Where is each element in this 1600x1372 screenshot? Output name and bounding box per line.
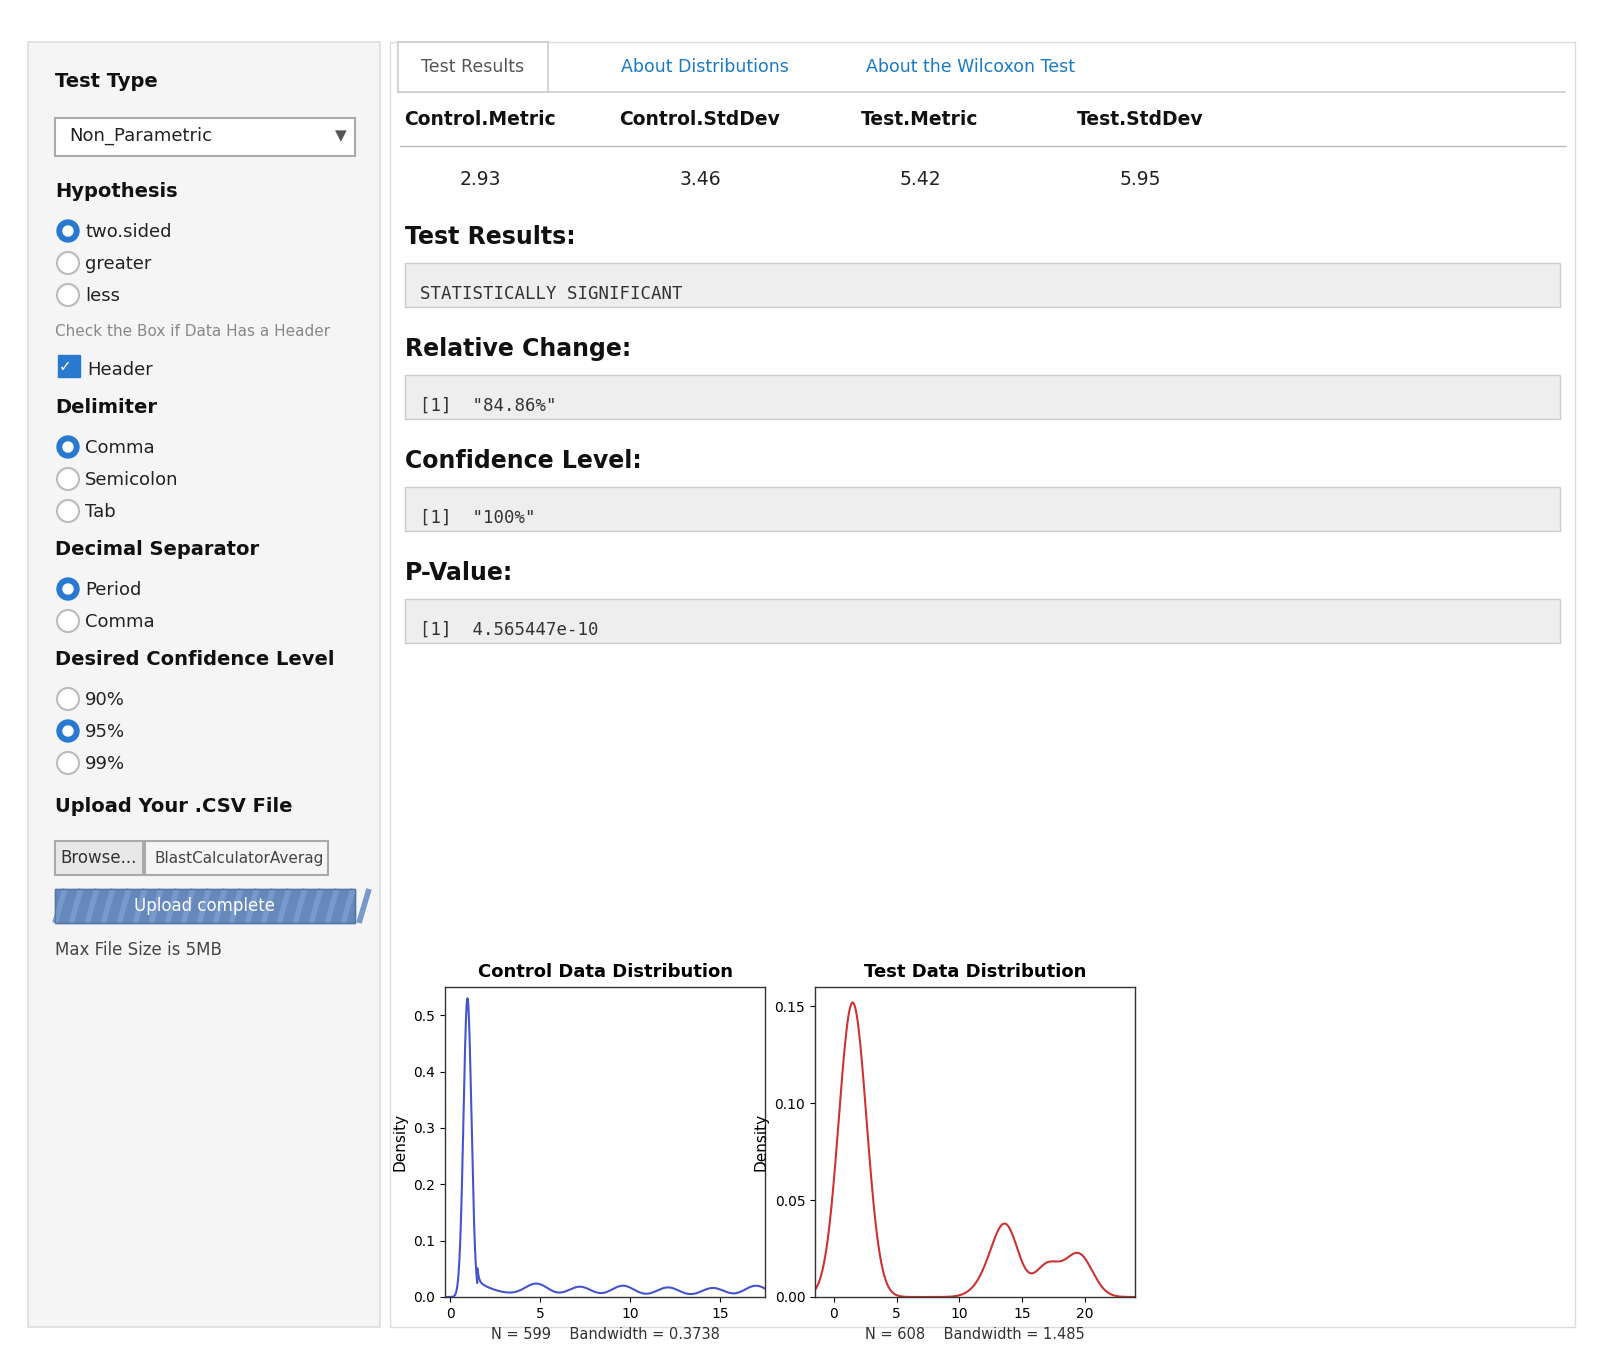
Text: [1]  "100%": [1] "100%" [419,509,536,527]
Text: Header: Header [86,361,152,379]
Text: greater: greater [85,255,152,273]
Text: Decimal Separator: Decimal Separator [54,541,259,558]
Bar [54,889,355,923]
Circle shape [58,252,78,274]
Y-axis label: Density: Density [754,1113,770,1172]
Circle shape [58,720,78,742]
Circle shape [62,442,74,451]
Title: Test Data Distribution: Test Data Distribution [864,963,1086,981]
Text: Non_Parametric: Non_Parametric [69,126,211,145]
Text: 3.46: 3.46 [678,170,722,189]
Circle shape [62,726,74,735]
Circle shape [58,752,78,774]
Bar [405,263,1560,307]
Text: 5.95: 5.95 [1120,170,1160,189]
Text: [1]  "84.86%": [1] "84.86%" [419,397,557,414]
Text: ✓: ✓ [59,359,72,375]
Bar [29,43,381,1327]
Text: Comma: Comma [85,613,155,631]
Text: less: less [85,287,120,305]
Text: N = 608    Bandwidth = 1.485: N = 608 Bandwidth = 1.485 [866,1327,1085,1342]
Bar [398,43,547,92]
Text: About Distributions: About Distributions [621,58,789,75]
Circle shape [58,578,78,600]
Text: Desired Confidence Level: Desired Confidence Level [54,650,334,670]
Circle shape [58,220,78,241]
Text: Delimiter: Delimiter [54,398,157,417]
Text: BlastCalculatorAverag: BlastCalculatorAverag [155,851,325,866]
Text: Confidence Level:: Confidence Level: [405,449,642,473]
Bar [54,841,142,875]
Text: Test.Metric: Test.Metric [861,110,979,129]
Text: Comma: Comma [85,439,155,457]
Text: Upload Your .CSV File: Upload Your .CSV File [54,797,293,816]
Title: Control Data Distribution: Control Data Distribution [477,963,733,981]
Text: N = 599    Bandwidth = 0.3738: N = 599 Bandwidth = 0.3738 [491,1327,720,1342]
Text: Max File Size is 5MB: Max File Size is 5MB [54,941,222,959]
Circle shape [62,226,74,236]
Text: 99%: 99% [85,755,125,772]
Text: 95%: 95% [85,723,125,741]
Bar [405,375,1560,418]
Text: Upload complete: Upload complete [134,897,275,915]
Text: Hypothesis: Hypothesis [54,182,178,202]
Y-axis label: Density: Density [392,1113,408,1172]
Bar [146,841,328,875]
Bar [405,600,1560,643]
Circle shape [58,284,78,306]
Text: Period: Period [85,580,141,600]
Text: Test Type: Test Type [54,71,158,91]
Text: Check the Box if Data Has a Header: Check the Box if Data Has a Header [54,324,330,339]
Text: About the Wilcoxon Test: About the Wilcoxon Test [866,58,1075,75]
Text: 2.93: 2.93 [459,170,501,189]
Text: Semicolon: Semicolon [85,471,179,488]
Text: ▼: ▼ [334,129,347,144]
Circle shape [58,436,78,458]
Text: 5.42: 5.42 [899,170,941,189]
Text: Test Results: Test Results [421,58,525,75]
Circle shape [58,611,78,632]
Text: Tab: Tab [85,504,115,521]
Text: Relative Change:: Relative Change: [405,338,632,361]
Circle shape [58,687,78,709]
Text: [1]  4.565447e-10: [1] 4.565447e-10 [419,622,598,639]
Text: P-Value:: P-Value: [405,561,514,584]
Text: Browse...: Browse... [61,849,138,867]
Text: Control.Metric: Control.Metric [405,110,555,129]
Bar [405,487,1560,531]
Bar [390,43,1574,1327]
Bar [54,118,355,156]
Text: 90%: 90% [85,691,125,709]
Circle shape [58,499,78,521]
Text: Test.StdDev: Test.StdDev [1077,110,1203,129]
Text: Control.StdDev: Control.StdDev [619,110,781,129]
Circle shape [58,468,78,490]
Text: Test Results:: Test Results: [405,225,576,248]
Text: STATISTICALLY SIGNIFICANT: STATISTICALLY SIGNIFICANT [419,285,683,303]
Bar [54,889,355,923]
Text: two.sided: two.sided [85,224,171,241]
Bar [58,355,80,377]
Circle shape [62,584,74,594]
